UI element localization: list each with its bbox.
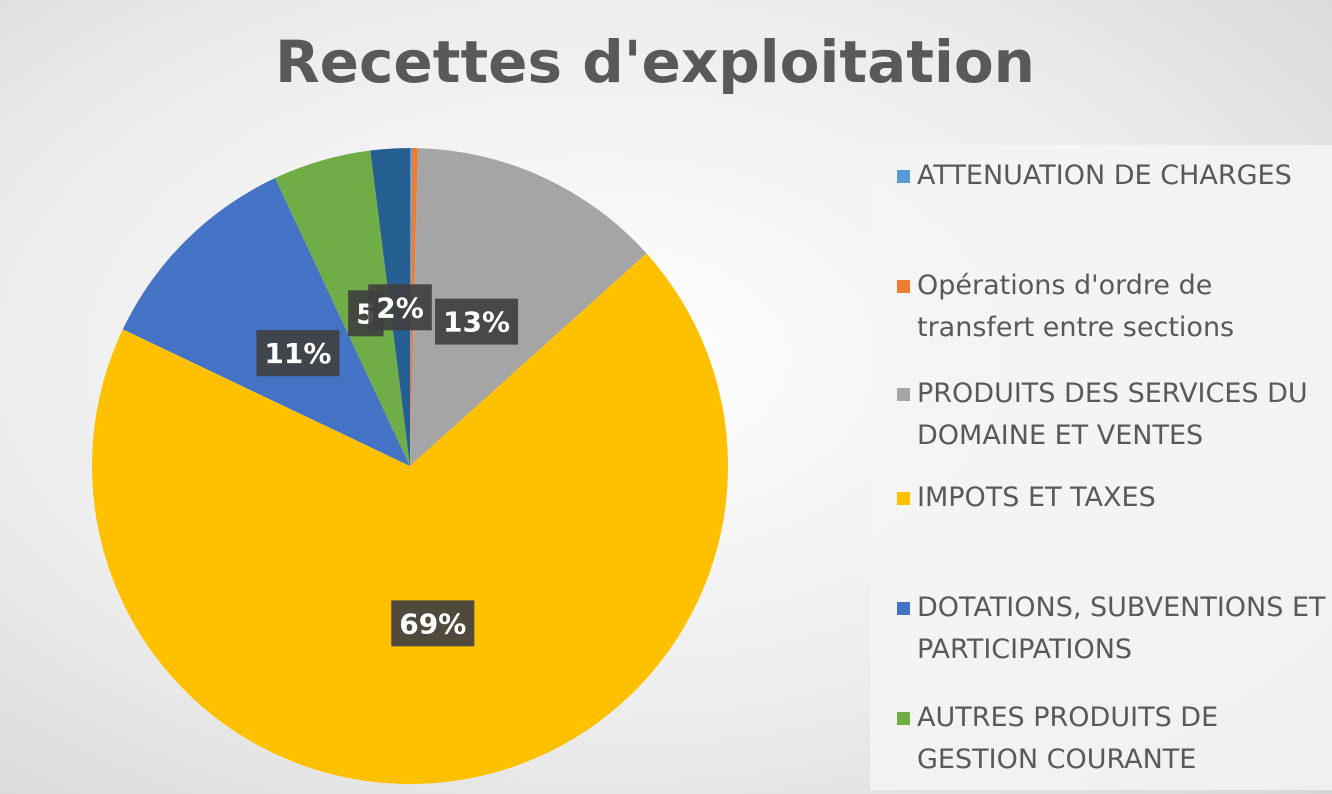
data-label: 11% [256,330,340,377]
data-label-box [435,298,519,345]
data-label: 69% [391,600,475,647]
data-label-box [391,600,475,647]
legend-entry: DOTATIONS, SUBVENTIONS ET PARTICIPATIONS [897,587,1332,671]
legend: ATTENUATION DE CHARGES Opérations d'ordre… [870,145,1332,790]
data-label-box [368,284,432,331]
legend-entry: AUTRES PRODUITS DE GESTION COURANTE [897,697,1332,781]
pie-slice [91,253,728,785]
legend-entry: IMPOTS ET TAXES [897,477,1332,519]
pie-slice [122,178,411,466]
legend-entry: Opérations d'ordre de transfert entre se… [897,265,1332,349]
legend-swatch [897,388,910,401]
legend-label: Opérations d'ordre de transfert entre se… [917,270,1235,343]
data-label-text: 2% [376,291,424,324]
legend-label: IMPOTS ET TAXES [917,482,1156,513]
legend-label: ATTENUATION DE CHARGES [917,160,1292,191]
chart-title: Recettes d'exploitation [275,28,1035,96]
legend-swatch [897,492,910,505]
data-label-text: 69% [399,607,466,640]
legend-label: AUTRES PRODUITS DE GESTION COURANTE [917,702,1219,775]
legend-label: DOTATIONS, SUBVENTIONS ET PARTICIPATIONS [917,592,1326,665]
legend-swatch [897,170,910,183]
data-label-text: 13% [443,306,510,339]
pie-slice [275,150,410,466]
legend-label: PRODUITS DES SERVICES DU DOMAINE ET VENT… [917,378,1308,451]
pie-slice [410,148,647,467]
legend-swatch [897,280,910,293]
data-label-box [256,330,340,377]
data-label: 13% [435,298,519,345]
data-label: 2% [368,284,432,331]
data-label-text: 11% [264,337,331,370]
legend-swatch [897,602,910,615]
legend-entry: ATTENUATION DE CHARGES [897,155,1332,197]
legend-entry: PRODUITS DES SERVICES DU DOMAINE ET VENT… [897,373,1332,457]
legend-swatch [897,712,910,725]
